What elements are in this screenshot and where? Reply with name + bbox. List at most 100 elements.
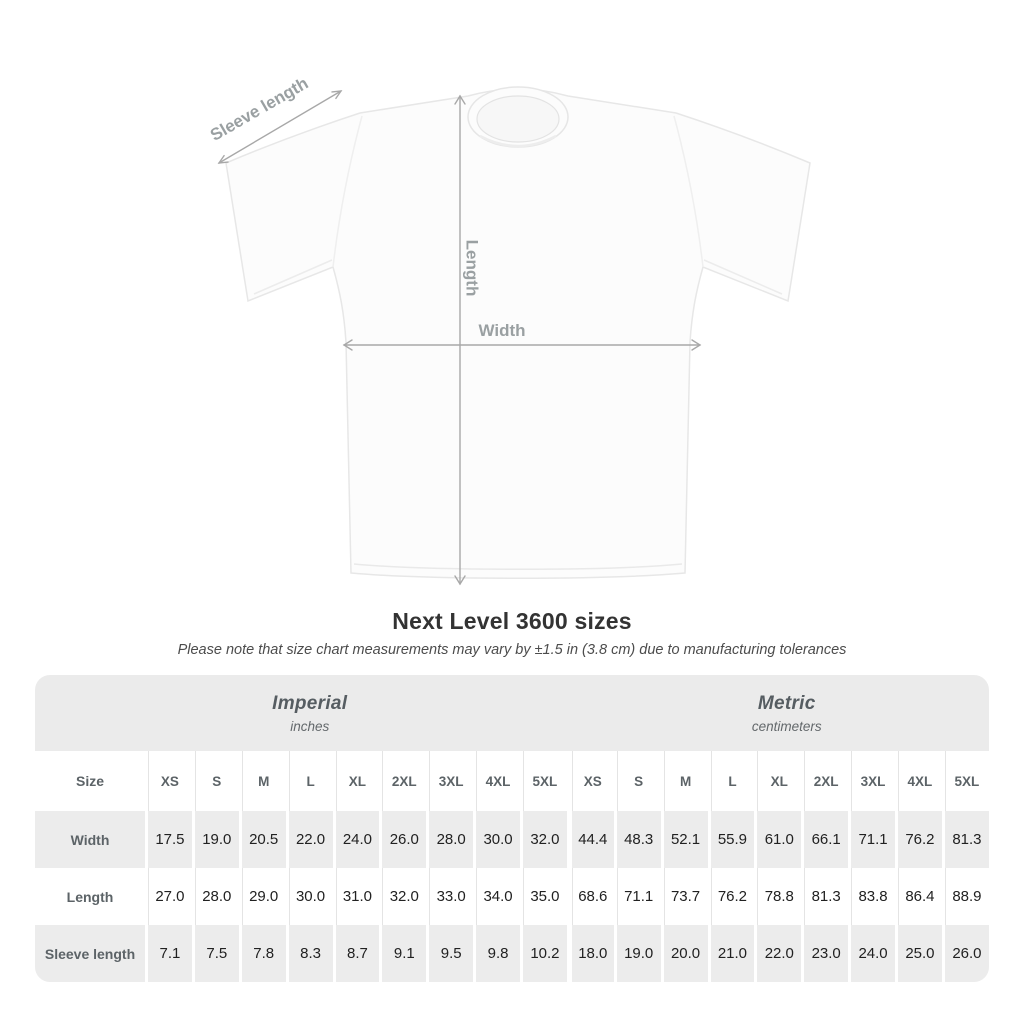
tolerance-note: Please note that size chart measurements…: [177, 642, 847, 658]
value-cell: 17.5: [145, 811, 192, 868]
collar: [467, 86, 569, 148]
value-cell: 27.0: [145, 868, 192, 925]
value-cell: 9.8: [473, 925, 520, 982]
page-title: Next Level 3600 sizes: [392, 608, 632, 634]
unit-band: Imperial inches Metric centimeters: [35, 675, 989, 751]
value-cell: 61.0: [754, 811, 802, 868]
value-cell: 81.3: [941, 811, 989, 868]
value-cell: 31.0: [332, 868, 380, 925]
value-cell: 71.1: [848, 811, 895, 868]
size-header-cell: 3XL: [426, 751, 474, 811]
size-header-cell: XS: [145, 751, 192, 811]
value-cell: 83.8: [848, 868, 895, 925]
value-cell: 35.0: [520, 868, 567, 925]
value-cell: 20.0: [660, 925, 708, 982]
size-header-cell: 3XL: [848, 751, 895, 811]
table-row-sleeve-length: Sleeve length 7.1 7.5 7.8 8.3 8.7 9.1 9.…: [35, 925, 989, 982]
value-cell: 33.0: [426, 868, 474, 925]
value-cell: 24.0: [848, 925, 895, 982]
value-cell: 78.8: [754, 868, 802, 925]
left-armhole-seam: [332, 115, 363, 268]
size-header-cell: M: [660, 751, 708, 811]
sleeve-length-arrow: [217, 90, 343, 164]
size-header-row: Size XS S M L XL 2XL 3XL 4XL 5XL XS S M …: [35, 751, 989, 811]
value-cell: 34.0: [473, 868, 520, 925]
value-cell: 18.0: [566, 925, 614, 982]
value-cell: 22.0: [285, 811, 333, 868]
value-cell: 25.0: [895, 925, 942, 982]
size-header-cell: 5XL: [520, 751, 567, 811]
size-header-cell: S: [613, 751, 661, 811]
unit-group-imperial: Imperial inches: [35, 675, 585, 751]
table-row-length: Length 27.0 28.0 29.0 30.0 31.0 32.0 33.…: [35, 868, 989, 925]
value-cell: 44.4: [566, 811, 614, 868]
value-cell: 66.1: [801, 811, 849, 868]
value-cell: 76.2: [895, 811, 942, 868]
length-label: Length: [463, 240, 482, 297]
size-header-cell: 5XL: [941, 751, 989, 811]
size-header-cell: 2XL: [801, 751, 849, 811]
right-sleeve-stitch: [703, 259, 783, 295]
value-cell: 7.8: [238, 925, 286, 982]
row-label: Sleeve length: [35, 925, 145, 982]
size-header-cell: M: [238, 751, 286, 811]
value-cell: 28.0: [426, 811, 474, 868]
value-cell: 23.0: [801, 925, 849, 982]
size-header-cell: XS: [566, 751, 614, 811]
row-label: Width: [35, 811, 145, 868]
tshirt-graphic: [225, 86, 811, 579]
tshirt-body: [225, 88, 811, 579]
size-header-cell: XL: [332, 751, 380, 811]
value-cell: 24.0: [332, 811, 380, 868]
size-header-cell: 2XL: [379, 751, 427, 811]
value-cell: 88.9: [941, 868, 989, 925]
value-cell: 76.2: [707, 868, 755, 925]
value-cell: 26.0: [941, 925, 989, 982]
width-label: Width: [478, 321, 525, 340]
width-arrow: [342, 339, 702, 351]
size-header-cell: 4XL: [895, 751, 942, 811]
bottom-hem-stitch: [353, 563, 683, 570]
value-cell: 8.7: [332, 925, 380, 982]
value-cell: 7.5: [191, 925, 239, 982]
unit-metric-sub: centimeters: [751, 718, 822, 734]
unit-metric-name: Metric: [757, 692, 816, 714]
value-cell: 32.0: [379, 868, 427, 925]
size-header-cell: L: [707, 751, 755, 811]
value-cell: 21.0: [707, 925, 755, 982]
value-cell: 19.0: [613, 925, 661, 982]
value-cell: 86.4: [895, 868, 942, 925]
size-header-cell: XL: [754, 751, 802, 811]
value-cell: 32.0: [520, 811, 567, 868]
value-cell: 19.0: [191, 811, 239, 868]
value-cell: 73.7: [660, 868, 708, 925]
size-col-header: Size: [35, 751, 145, 811]
value-cell: 9.1: [379, 925, 427, 982]
value-cell: 8.3: [285, 925, 333, 982]
value-cell: 26.0: [379, 811, 427, 868]
size-header-cell: 4XL: [473, 751, 520, 811]
value-cell: 71.1: [613, 868, 661, 925]
size-table-card: Imperial inches Metric centimeters Size …: [35, 675, 989, 982]
value-cell: 7.1: [145, 925, 192, 982]
size-header-cell: S: [191, 751, 239, 811]
size-header-cell: L: [285, 751, 333, 811]
value-cell: 9.5: [426, 925, 474, 982]
size-chart-table: Size XS S M L XL 2XL 3XL 4XL 5XL XS S M …: [35, 751, 989, 982]
value-cell: 55.9: [707, 811, 755, 868]
value-cell: 30.0: [285, 868, 333, 925]
value-cell: 81.3: [801, 868, 849, 925]
value-cell: 68.6: [566, 868, 614, 925]
value-cell: 10.2: [520, 925, 567, 982]
sleeve-length-label: Sleeve length: [207, 74, 311, 145]
value-cell: 28.0: [191, 868, 239, 925]
table-row-width: Width 17.5 19.0 20.5 22.0 24.0 26.0 28.0…: [35, 811, 989, 868]
left-sleeve-stitch: [253, 259, 333, 295]
value-cell: 48.3: [613, 811, 661, 868]
right-armhole-seam: [673, 115, 704, 268]
row-label: Length: [35, 868, 145, 925]
length-arrow: [454, 94, 466, 586]
value-cell: 29.0: [238, 868, 286, 925]
value-cell: 22.0: [754, 925, 802, 982]
